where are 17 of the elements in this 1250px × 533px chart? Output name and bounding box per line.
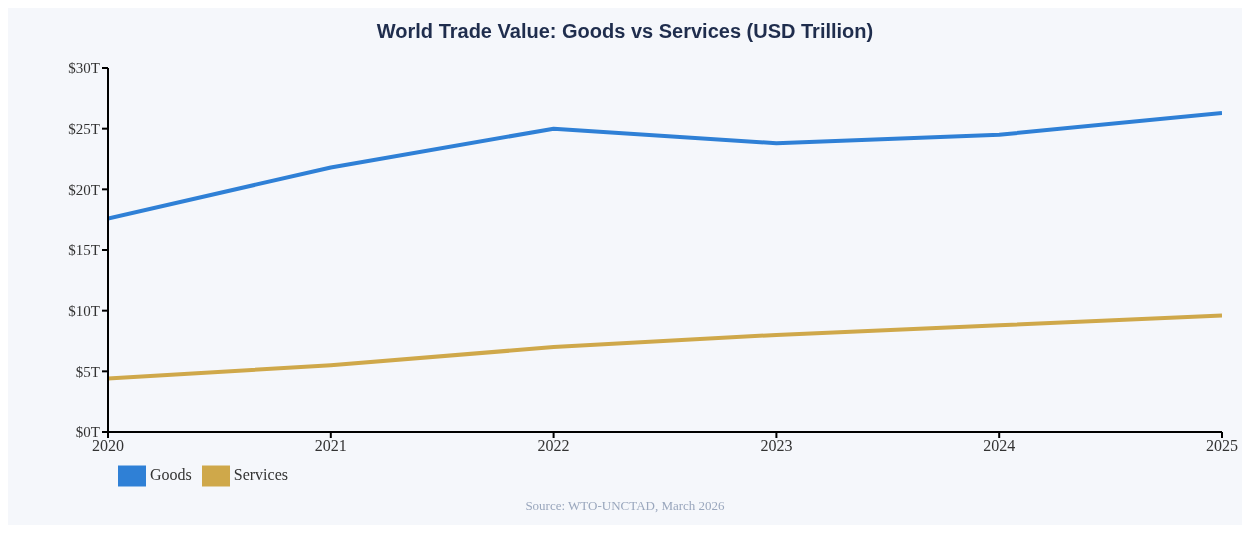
x-tick-label: 2024: [983, 437, 1016, 455]
x-tick-label: 2022: [537, 437, 570, 455]
line-series: [108, 313, 1222, 381]
x-tick-label: 2023: [760, 437, 793, 455]
y-tick-label: $10T: [68, 302, 100, 319]
legend-label: Goods: [150, 465, 192, 483]
source-note: Source: WTO-UNCTAD, March 2026: [524, 498, 726, 514]
legend-label: Services: [233, 465, 288, 483]
chart-title: World Trade Value: Goods vs Services (USD Trillion): [375, 19, 875, 44]
x-tick-label: 2025: [1206, 437, 1238, 455]
y-tick-label: $25T: [68, 120, 100, 137]
y-tick-label: $20T: [68, 181, 100, 198]
y-tick-label: $30T: [68, 60, 100, 77]
line-series: [108, 110, 1222, 221]
y-tick-label: $15T: [68, 242, 100, 259]
y-tick-label: $5T: [75, 363, 100, 380]
x-tick-label: 2021: [314, 437, 347, 455]
